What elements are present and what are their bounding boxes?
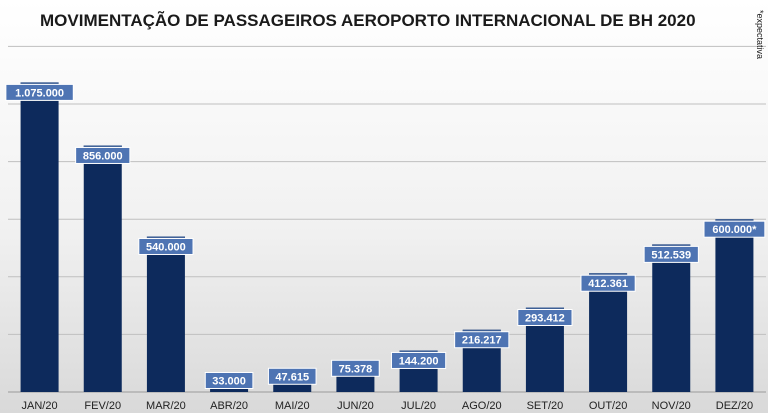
data-label: 144.200 — [399, 355, 439, 367]
data-labels: 1.075.000 856.000 540.000 33.000 47.615 75.37… — [5, 83, 766, 389]
data-label: 216.217 — [462, 335, 502, 347]
bar-out-20 — [589, 273, 628, 392]
data-label: 293.412 — [525, 312, 565, 324]
footnote-expectativa: *expectativa — [755, 10, 765, 59]
category-label: ABR/20 — [210, 400, 248, 412]
data-label: 512.539 — [651, 249, 691, 261]
data-label-box — [138, 237, 194, 255]
category-label: JUL/20 — [401, 400, 436, 412]
data-label-box — [75, 146, 131, 164]
data-label: 600.000* — [712, 224, 757, 236]
data-label-box — [703, 220, 766, 238]
category-label: MAR/20 — [146, 400, 186, 412]
category-label: JAN/20 — [22, 400, 58, 412]
category-label: MAI/20 — [275, 400, 310, 412]
bar-mar-20 — [146, 236, 185, 392]
chart-title: MOVIMENTAÇÃO DE PASSAGEIROS AEROPORTO IN… — [40, 10, 696, 30]
data-label: 412.361 — [588, 278, 628, 290]
data-label-box — [390, 351, 447, 369]
bar-jan-20 — [20, 82, 59, 393]
data-label: 540.000 — [146, 241, 186, 253]
data-label-box — [267, 367, 317, 385]
bars — [20, 82, 754, 393]
category-label: NOV/20 — [652, 400, 691, 412]
bar-dez-20 — [715, 219, 754, 392]
data-label-box — [643, 245, 699, 263]
category-label: SET/20 — [527, 400, 564, 412]
bar-nov-20 — [652, 244, 691, 392]
category-label: JUN/20 — [337, 400, 374, 412]
category-label: DEZ/20 — [716, 400, 753, 412]
x-axis: JAN/20 FEV/20 MAR/20 ABR/20 MAI/20 JUN/20 JUL/… — [22, 400, 754, 412]
category-label: FEV/20 — [84, 400, 121, 412]
data-label: 47.615 — [275, 371, 309, 383]
data-label: 75.378 — [339, 363, 373, 375]
data-label-box — [454, 331, 510, 349]
category-label: OUT/20 — [589, 400, 628, 412]
data-label: 1.075.000 — [15, 87, 64, 99]
data-label-box — [580, 274, 636, 292]
data-label-box — [204, 371, 254, 389]
data-label-box — [517, 308, 573, 326]
data-label-box — [331, 359, 380, 377]
bar-fev-20 — [83, 145, 122, 392]
category-label: AGO/20 — [462, 400, 502, 412]
gridlines — [8, 45, 766, 393]
data-label: 856.000 — [83, 150, 123, 162]
data-label-box — [5, 83, 74, 101]
data-label: 33.000 — [212, 375, 246, 387]
